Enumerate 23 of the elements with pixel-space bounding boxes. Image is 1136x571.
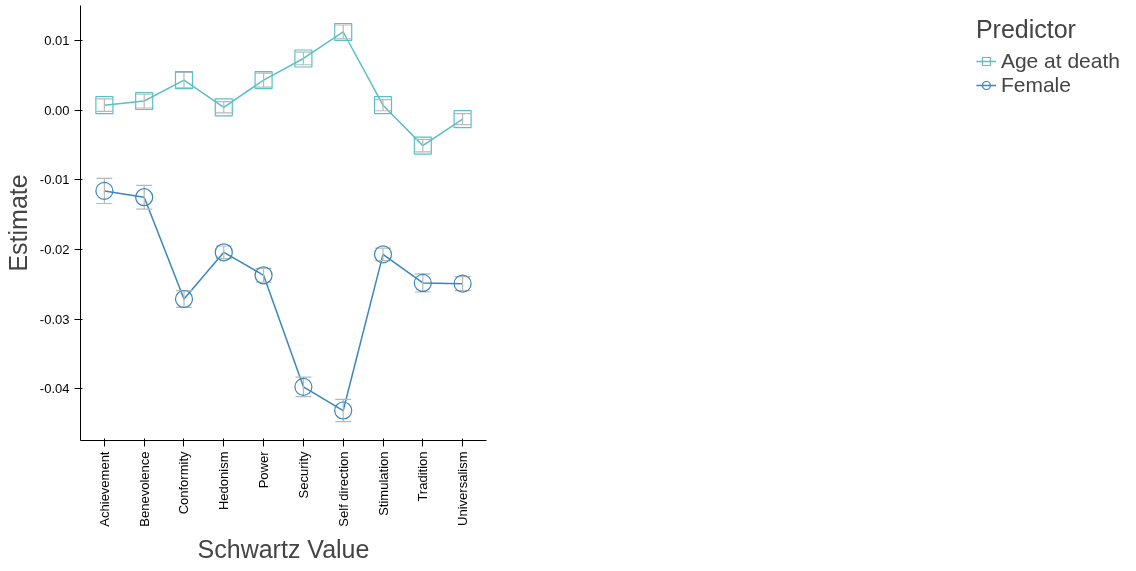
legend-label: Age at death [1000, 49, 1120, 73]
x-tick-label: Power [256, 450, 272, 489]
x-tick-label: Conformity [176, 451, 192, 515]
y-tick-label: 0.00 [44, 102, 70, 118]
x-tick-label: Achievement [96, 451, 112, 527]
x-tick-label: Security [295, 451, 311, 499]
point [135, 188, 154, 207]
x-tick-label: Universalism [455, 451, 471, 526]
x-tick-label: Self direction [335, 451, 351, 527]
x-tick-label: Stimulation [375, 451, 391, 516]
x-tick-label: Benevolence [136, 451, 152, 527]
y-tick-label: 0.01 [44, 32, 70, 48]
legend-label: Female [1000, 73, 1071, 97]
x-tick-label: Hedonism [216, 451, 232, 511]
point [95, 181, 114, 201]
x-tick-label: Tradition [415, 451, 431, 502]
y-tick-label: -0.04 [39, 381, 70, 397]
legend-title: Predictor [975, 15, 1077, 44]
y-axis-title: Estimate [3, 174, 32, 272]
y-tick-label: -0.01 [39, 172, 70, 188]
y-tick-label: -0.02 [39, 241, 70, 257]
x-axis-title: Schwartz Value [197, 534, 370, 563]
y-tick-label: -0.03 [39, 311, 70, 327]
